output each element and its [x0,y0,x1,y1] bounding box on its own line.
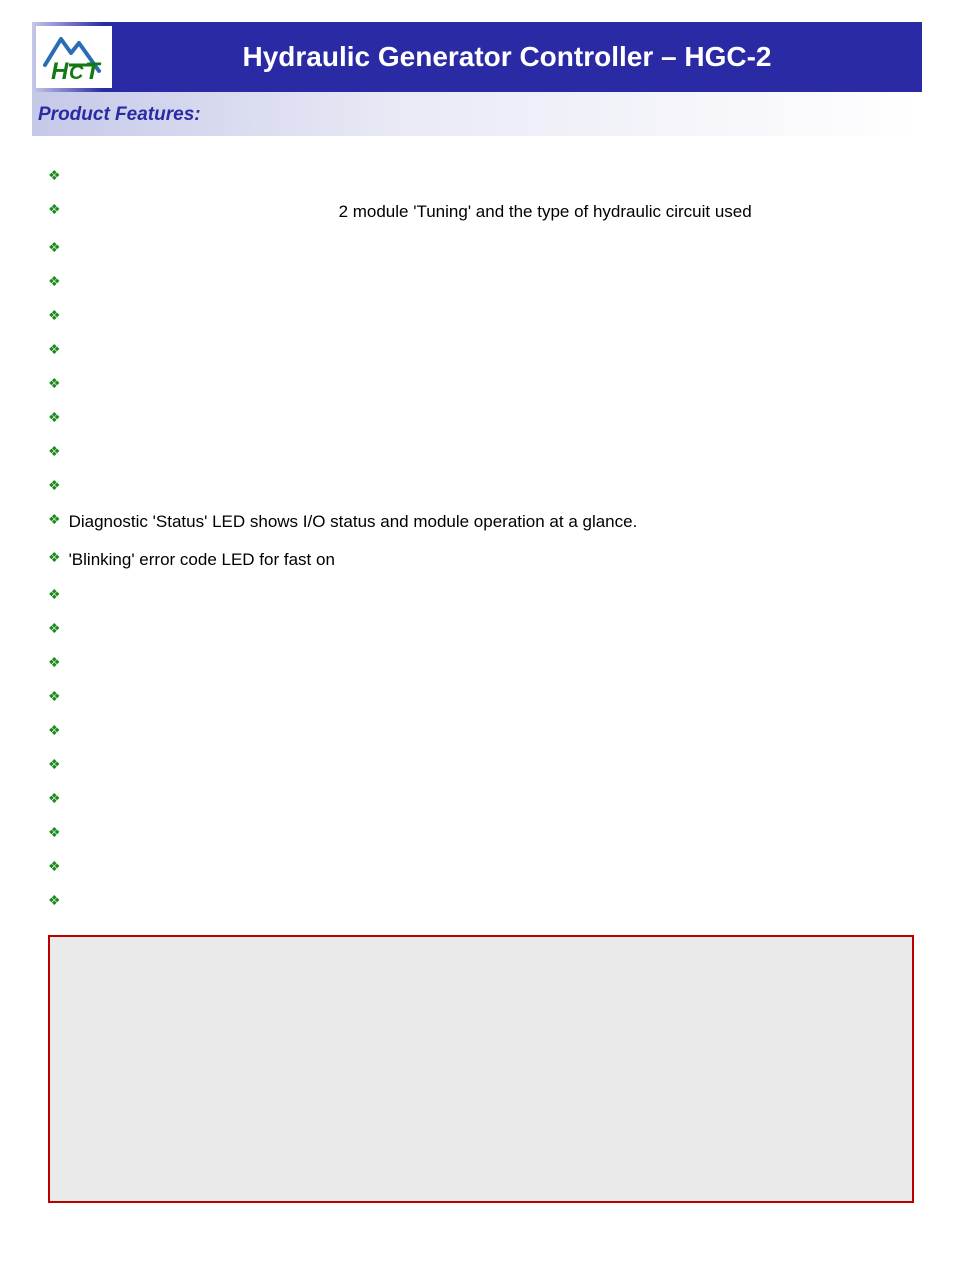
feature-item: ❖ [48,442,914,462]
feature-item: ❖ [48,408,914,428]
feature-item: ❖ [48,891,914,911]
bullet-icon: ❖ [48,721,61,741]
feature-item: ❖ [48,340,914,360]
logo: H C T [36,26,112,88]
svg-text:H: H [51,58,69,85]
section-heading: Product Features: [38,104,201,125]
bullet-icon: ❖ [48,789,61,809]
feature-text: Diagnostic 'Status' LED shows I/O status… [69,510,638,534]
page-title: Hydraulic Generator Controller – HGC-2 [112,41,922,73]
feature-item: ❖ [48,823,914,843]
bullet-icon: ❖ [48,755,61,775]
svg-text:T: T [85,58,102,85]
feature-item: ❖ Diagnostic 'Status' LED shows I/O statu… [48,510,914,534]
bullet-icon: ❖ [48,548,61,568]
bullet-icon: ❖ [48,408,61,428]
hct-logo-icon: H C T [39,29,109,85]
bullet-icon: ❖ [48,857,61,877]
feature-item: ❖ [48,789,914,809]
feature-text: 2 module 'Tuning' and the type of hydrau… [69,200,752,224]
feature-item: ❖ [48,653,914,673]
bullet-icon: ❖ [48,200,61,220]
bullet-icon: ❖ [48,166,61,186]
callout-box [48,935,914,1203]
feature-item: ❖ [48,755,914,775]
features-list: ❖ ❖ 2 module 'Tuning' and the type of hydr… [48,166,914,911]
feature-item: ❖ [48,619,914,639]
header-band: H C T Hydraulic Generator Controller – H… [32,22,922,92]
feature-item: ❖ 2 module 'Tuning' and the type of hydra… [48,200,914,224]
bullet-icon: ❖ [48,340,61,360]
page-container: H C T Hydraulic Generator Controller – H… [0,0,954,1243]
feature-item: ❖ 'Blinking' error code LED for fast on [48,548,914,572]
feature-item: ❖ [48,374,914,394]
feature-item: ❖ [48,721,914,741]
bullet-icon: ❖ [48,306,61,326]
subheader-band: Product Features: [32,92,922,136]
bullet-icon: ❖ [48,891,61,911]
bullet-icon: ❖ [48,272,61,292]
feature-item: ❖ [48,238,914,258]
feature-item: ❖ [48,585,914,605]
feature-item: ❖ [48,476,914,496]
bullet-icon: ❖ [48,653,61,673]
feature-text: 'Blinking' error code LED for fast on [69,548,335,572]
bullet-icon: ❖ [48,476,61,496]
bullet-icon: ❖ [48,687,61,707]
bullet-icon: ❖ [48,619,61,639]
feature-item: ❖ [48,857,914,877]
feature-item: ❖ [48,272,914,292]
feature-item: ❖ [48,166,914,186]
bullet-icon: ❖ [48,238,61,258]
bullet-icon: ❖ [48,510,61,530]
bullet-icon: ❖ [48,585,61,605]
bullet-icon: ❖ [48,823,61,843]
feature-item: ❖ [48,306,914,326]
feature-item: ❖ [48,687,914,707]
bullet-icon: ❖ [48,374,61,394]
bullet-icon: ❖ [48,442,61,462]
